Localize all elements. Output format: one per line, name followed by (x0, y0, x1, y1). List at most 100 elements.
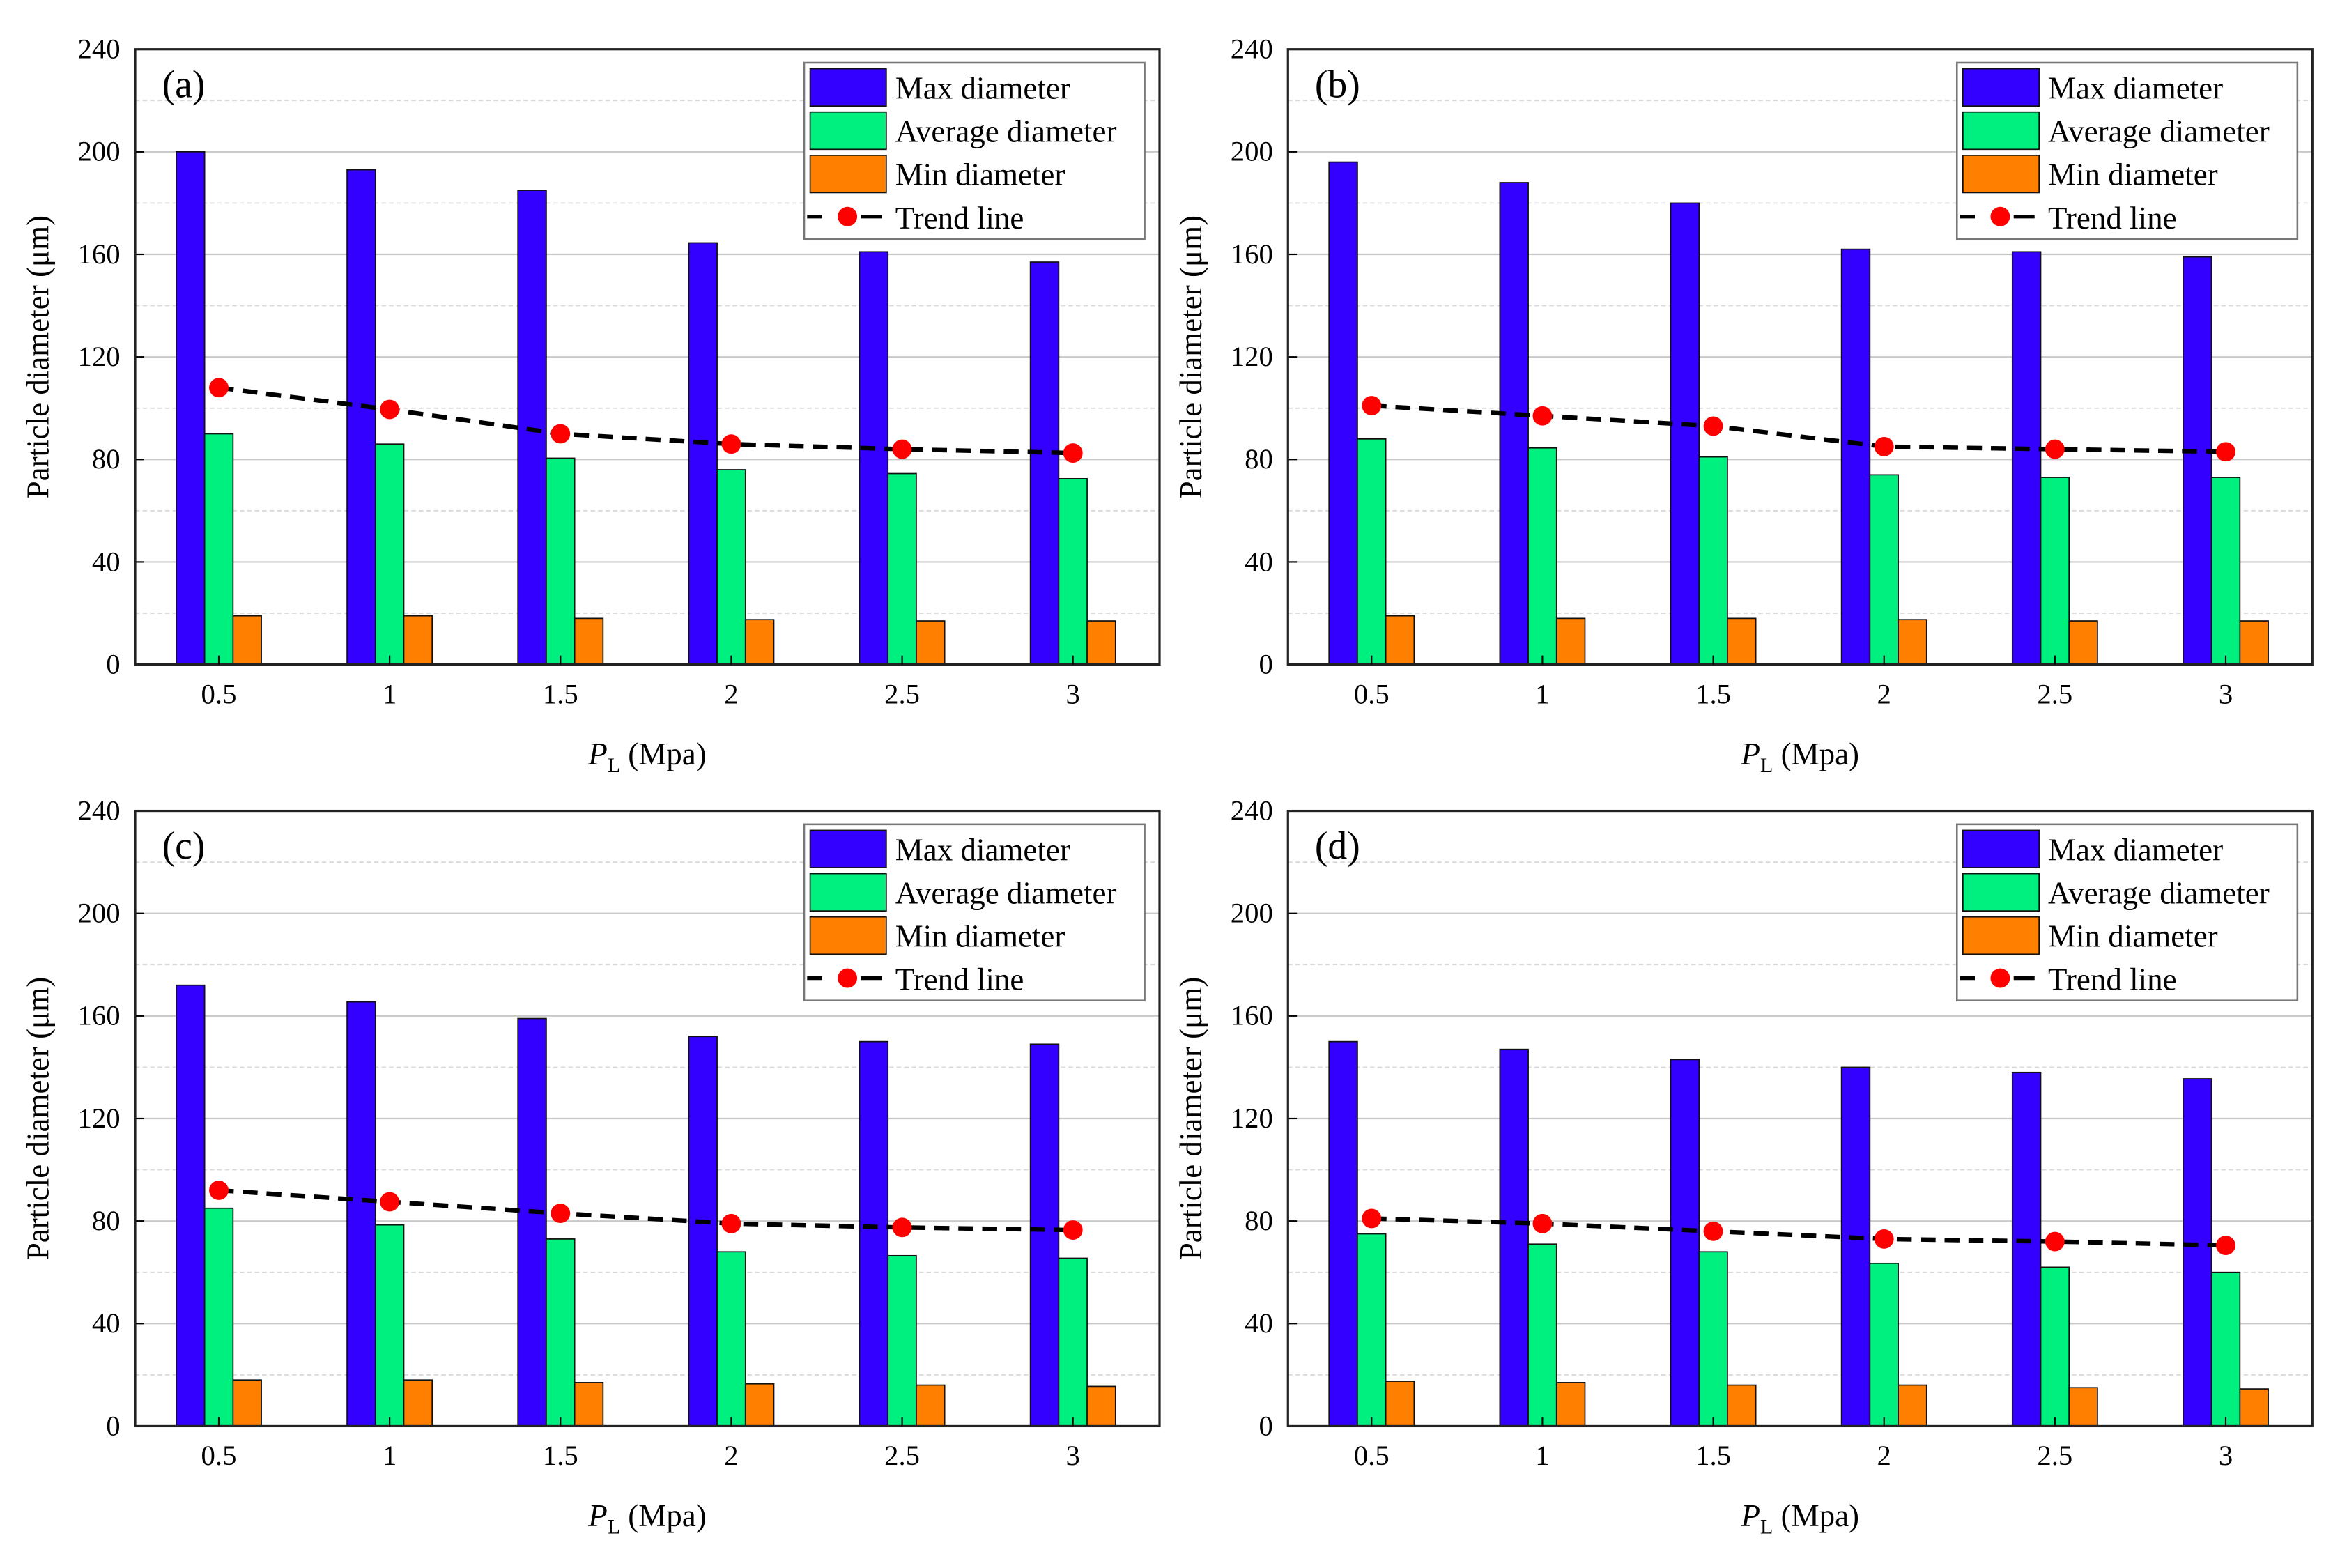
x-tick-label: 1.5 (543, 1440, 578, 1471)
y-tick-label: 40 (92, 1307, 121, 1339)
legend-label: Min diameter (895, 157, 1065, 192)
trend-point (2045, 439, 2065, 459)
bar-min-diameter (2239, 620, 2269, 666)
legend-label: Min diameter (895, 919, 1065, 954)
trend-point (2045, 1231, 2065, 1252)
bar-average-diameter (1058, 478, 1088, 666)
y-tick-label: 120 (78, 341, 121, 372)
legend-swatch-max-diameter (809, 68, 887, 107)
bar-average-diameter (374, 443, 405, 666)
y-tick-label: 200 (78, 898, 121, 929)
legend-trend-marker (838, 206, 858, 226)
y-tick-label: 120 (1231, 1102, 1273, 1134)
legend-swatch-min-diameter (1962, 916, 2040, 955)
legend-label: Trend line (895, 962, 1024, 997)
x-tick-label: 2 (724, 1440, 738, 1471)
bar-max-diameter (1499, 182, 1529, 666)
y-tick-label: 200 (1231, 898, 1273, 929)
y-axis-label: Particle diameter (μm) (21, 215, 56, 498)
bar-min-diameter (1555, 617, 1586, 666)
y-tick-label: 240 (1231, 794, 1273, 826)
legend-label: Min diameter (2048, 919, 2218, 954)
legend-label: Trend line (895, 201, 1024, 236)
plot-frame (134, 809, 1161, 1428)
bar-max-diameter (1840, 248, 1871, 666)
bar-max-diameter (1029, 261, 1060, 666)
x-tick-label: 0.5 (1354, 1440, 1390, 1471)
y-tick-label: 160 (78, 1000, 121, 1031)
y-tick-label: 200 (78, 136, 121, 167)
legend-label: Max diameter (2048, 832, 2223, 867)
x-tick-label: 2 (1877, 1440, 1891, 1471)
chart-panel-d: 0 40 80 120 160 200 240 0.5 1 1.5 2 2.5 3 (d) PL (Mpa)… (1173, 794, 2314, 1539)
bar-average-diameter (716, 469, 746, 666)
legend: Max diameter Average diameter Min diameter… (1956, 823, 2299, 1001)
trend-point (209, 378, 229, 398)
y-axis-label: Particle diameter (μm) (1173, 215, 1208, 498)
x-tick-label: 1 (383, 1440, 397, 1471)
trend-point (380, 399, 400, 420)
y-tick-label: 80 (1245, 443, 1273, 475)
bar-average-diameter (546, 457, 576, 666)
legend-swatch-average-diameter (1962, 873, 2040, 912)
bar-max-diameter (346, 169, 376, 666)
legend-swatch-average-diameter (1962, 111, 2040, 151)
x-tick-label: 1.5 (1695, 1440, 1731, 1471)
legend-label: Average diameter (2048, 875, 2270, 910)
trend-point (380, 1192, 400, 1212)
bar-average-diameter (1869, 474, 1899, 666)
bar-min-diameter (232, 615, 262, 666)
trend-point (1703, 1221, 1723, 1241)
bar-average-diameter (1698, 456, 1728, 666)
bar-min-diameter (1898, 619, 1927, 666)
chart-panel-c: 0 40 80 120 160 200 240 0.5 1 1.5 2 2.5 3 (c) PL (Mpa)… (21, 794, 1161, 1539)
x-tick-label: 3 (1066, 1440, 1080, 1471)
trend-point (209, 1181, 229, 1200)
trend-point (1703, 416, 1723, 436)
x-tick-label: 2.5 (2037, 1440, 2072, 1471)
bar-min-diameter (1086, 1385, 1116, 1427)
y-tick-label: 160 (1231, 1000, 1273, 1031)
bar-min-diameter (232, 1379, 262, 1427)
trend-point (1874, 1229, 1894, 1249)
x-tick-label: 2.5 (884, 1440, 920, 1471)
bar-max-diameter (1328, 161, 1358, 666)
bar-max-diameter (859, 251, 889, 666)
legend-label: Trend line (2048, 201, 2177, 236)
y-axis-label: Particle diameter (μm) (21, 977, 56, 1260)
bar-average-diameter (1698, 1251, 1728, 1427)
bar-average-diameter (2040, 477, 2070, 666)
bar-min-diameter (1727, 1384, 1757, 1427)
x-axis-label: PL (Mpa) (1741, 737, 1860, 777)
x-label-variable: P (587, 1498, 608, 1533)
legend-trend-marker (1990, 968, 2010, 988)
bar-max-diameter (859, 1040, 889, 1427)
bar-min-diameter (2239, 1388, 2269, 1427)
legend-label: Min diameter (2048, 157, 2218, 192)
bar-min-diameter (2068, 1387, 2098, 1427)
trend-point (2216, 442, 2235, 462)
chart-panel-b: 0 40 80 120 160 200 240 0.5 1 1.5 2 2.5 3 (b) PL (Mpa)… (1173, 33, 2314, 777)
x-tick-label: 3 (2219, 678, 2233, 709)
x-tick-label: 1.5 (543, 678, 578, 709)
y-axis-label: Particle diameter (μm) (1173, 977, 1208, 1260)
y-tick-label: 40 (1245, 546, 1273, 577)
legend-label: Average diameter (895, 875, 1117, 910)
y-tick-label: 0 (1258, 648, 1272, 679)
bar-min-diameter (403, 1379, 433, 1427)
bar-max-diameter (2183, 256, 2212, 666)
legend-label: Max diameter (2048, 70, 2223, 105)
legend-label: Trend line (2048, 962, 2177, 997)
trend-point (892, 439, 912, 459)
legend: Max diameter Average diameter Min diameter… (803, 823, 1146, 1001)
bar-average-diameter (887, 1254, 917, 1427)
bar-max-diameter (1328, 1040, 1358, 1427)
bar-average-diameter (374, 1224, 405, 1427)
bar-min-diameter (916, 1384, 946, 1427)
legend-swatch-min-diameter (809, 916, 887, 955)
x-tick-label: 1 (383, 678, 397, 709)
panel-label: (d) (1315, 824, 1360, 868)
bar-min-diameter (744, 1383, 775, 1427)
x-tick-label: 1.5 (1695, 678, 1731, 709)
x-axis-label: PL (Mpa) (587, 1498, 707, 1539)
